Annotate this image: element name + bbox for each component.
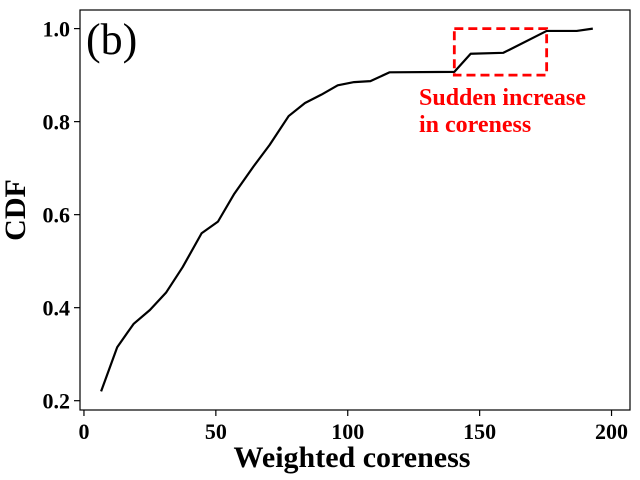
x-tick-label: 0 bbox=[78, 419, 89, 444]
y-tick-label: 0.4 bbox=[43, 296, 71, 321]
annotation-dashed-box bbox=[452, 27, 549, 77]
x-tick-label: 200 bbox=[595, 419, 628, 444]
x-ticks: 0 50 100 150 200 bbox=[78, 410, 628, 444]
y-tick-label: 0.2 bbox=[43, 389, 71, 414]
x-tick-label: 50 bbox=[205, 419, 227, 444]
annotation-text-line-1: Sudden increase bbox=[419, 85, 586, 111]
panel-label: (b) bbox=[86, 15, 137, 64]
x-tick-label: 100 bbox=[331, 419, 364, 444]
y-ticks: 0.2 0.4 0.6 0.8 1.0 bbox=[43, 17, 80, 414]
plot-area-frame bbox=[79, 9, 631, 411]
x-tick-label: 150 bbox=[463, 419, 496, 444]
y-tick-label: 0.8 bbox=[43, 110, 71, 135]
y-tick-label: 1.0 bbox=[43, 17, 71, 42]
cdf-series-line bbox=[100, 27, 593, 392]
x-axis-label: Weighted coreness bbox=[234, 441, 471, 474]
annotation-text-line-2: in coreness bbox=[419, 112, 531, 138]
y-tick-label: 0.6 bbox=[43, 203, 71, 228]
y-axis-label: CDF bbox=[0, 179, 32, 241]
